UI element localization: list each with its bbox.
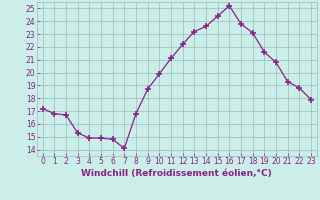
X-axis label: Windchill (Refroidissement éolien,°C): Windchill (Refroidissement éolien,°C) — [81, 169, 272, 178]
